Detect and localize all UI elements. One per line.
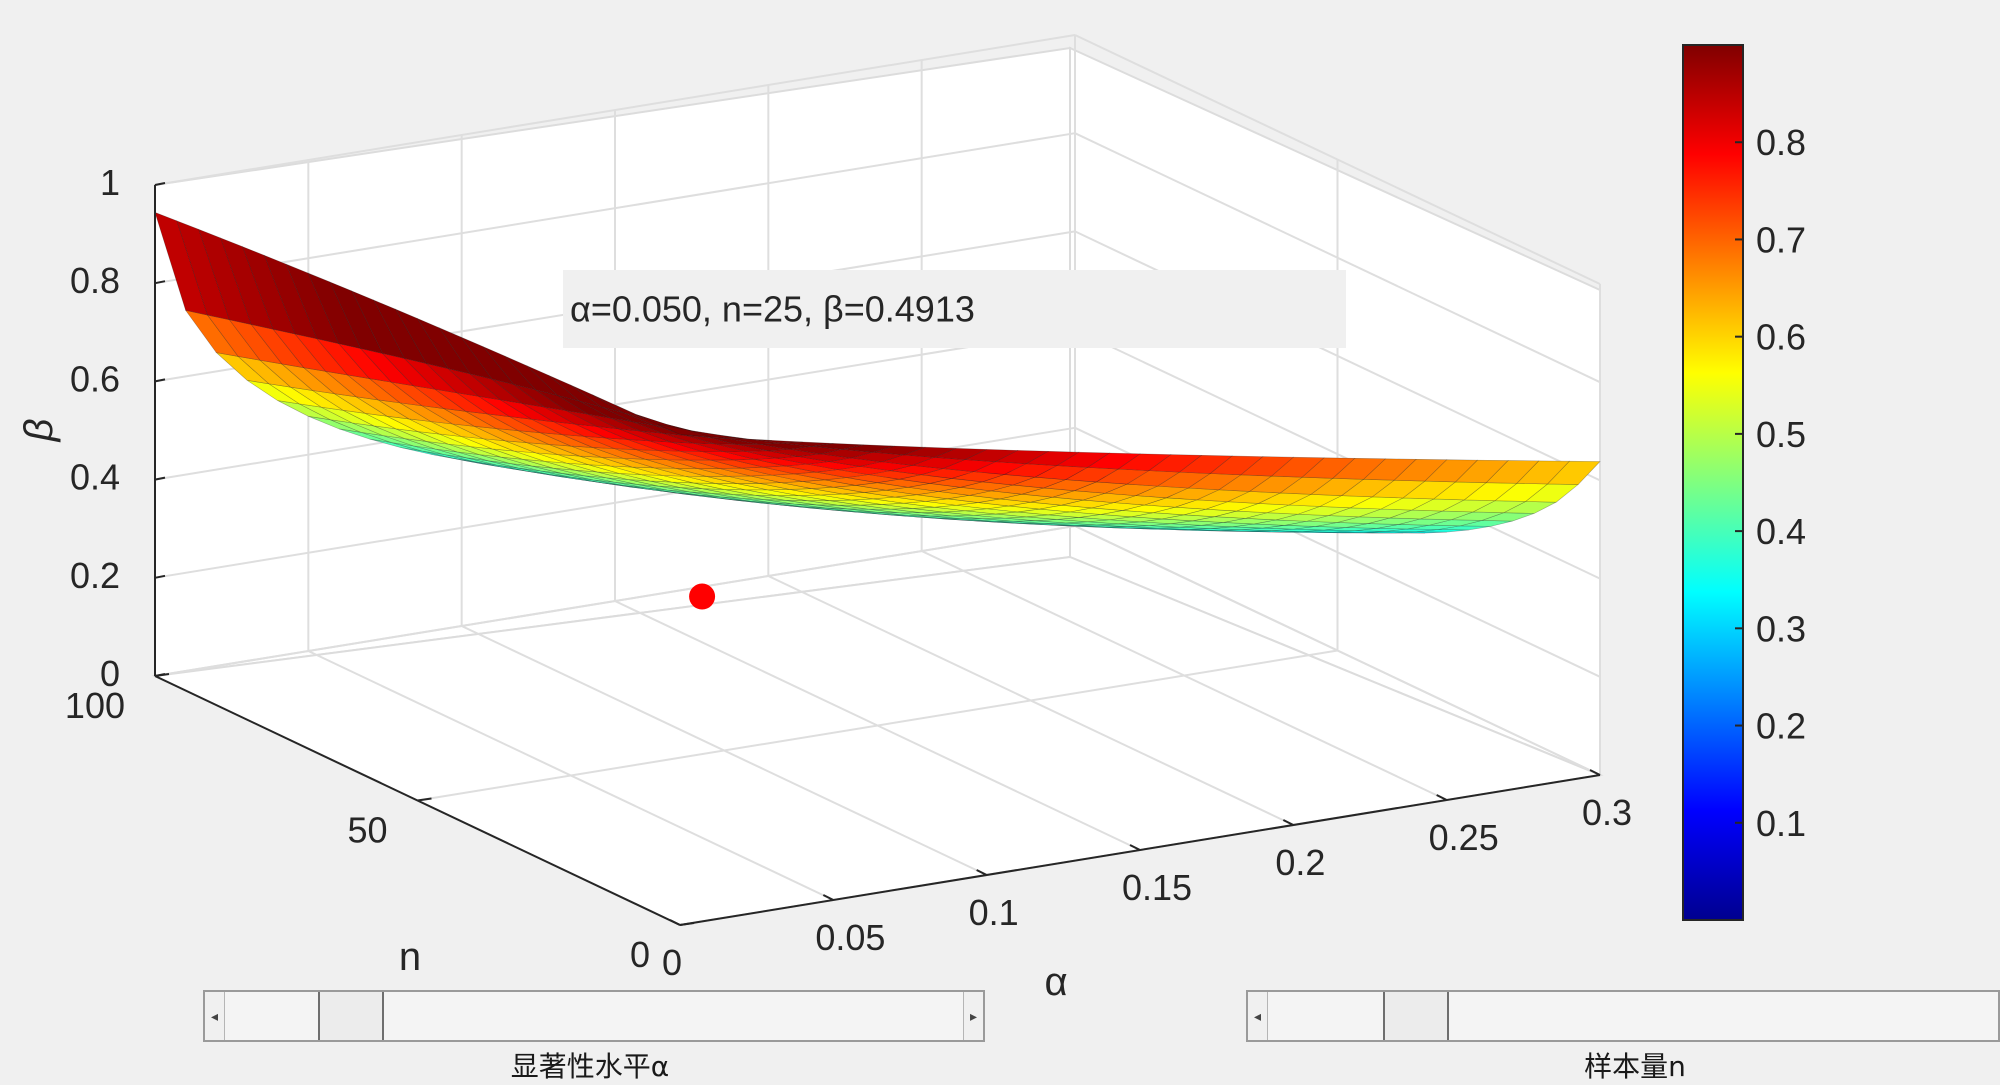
alpha-tick-label-6: 0.3: [1582, 792, 1632, 833]
alpha-slider-label: 显著性水平α: [490, 1045, 690, 1082]
marker-layer: [689, 584, 715, 610]
colorbar-tick-label-5: 0.6: [1756, 317, 1806, 358]
alpha-tick-label-5: 0.25: [1429, 817, 1499, 858]
alpha-axis-title: α: [1044, 960, 1067, 1004]
alpha-slider-right-arrow-icon[interactable]: ▸: [963, 992, 983, 1040]
colorbar-tick-label-7: 0.8: [1756, 122, 1806, 163]
n-slider-label: 样本量n: [1560, 1045, 1710, 1082]
colorbar-ticks: 0.1 0.2 0.3 0.4 0.5 0.6 0.7 0.8: [1735, 122, 1806, 844]
colorbar-tick-label-1: 0.2: [1756, 706, 1806, 747]
alpha-tick-label-2: 0.1: [969, 892, 1019, 933]
colorbar-gradient: [1683, 45, 1743, 920]
z-tick-label-5: 1: [100, 162, 120, 203]
colorbar-tick-label-3: 0.4: [1756, 511, 1806, 552]
alpha-slider-thumb[interactable]: [318, 992, 384, 1040]
z-tick-label-3: 0.6: [70, 358, 120, 399]
colorbar-tick-label-0: 0.1: [1756, 803, 1806, 844]
alpha-tick-label-1: 0.05: [815, 917, 885, 958]
annotation-text: α=0.050, n=25, β=0.4913: [570, 289, 975, 330]
n-tick-label-0: 0: [630, 934, 650, 975]
selected-point-marker: [689, 584, 715, 610]
z-tick-label-1: 0.2: [70, 555, 120, 596]
z-tick-label-4: 0.8: [70, 260, 120, 301]
colorbar-tick-label-2: 0.3: [1756, 608, 1806, 649]
n-tick-label-1: 50: [347, 810, 387, 851]
alpha-tick-label-0: 0: [662, 942, 682, 983]
colorbar: [1683, 45, 1743, 920]
annotation: α=0.050, n=25, β=0.4913: [563, 270, 1346, 348]
alpha-tick-label-4: 0.2: [1275, 842, 1325, 883]
n-slider[interactable]: ◂: [1246, 990, 2000, 1042]
n-slider-thumb[interactable]: [1383, 992, 1449, 1040]
colorbar-tick-label-4: 0.5: [1756, 414, 1806, 455]
alpha-slider-left-arrow-icon[interactable]: ◂: [205, 992, 225, 1040]
n-tick-label-2: 100: [65, 685, 125, 726]
z-axis-title: β: [17, 419, 61, 443]
n-slider-left-arrow-icon[interactable]: ◂: [1248, 992, 1268, 1040]
colorbar-tick-label-6: 0.7: [1756, 219, 1806, 260]
alpha-slider[interactable]: ◂ ▸: [203, 990, 985, 1042]
n-axis-title: n: [399, 935, 421, 979]
z-tick-label-2: 0.4: [70, 457, 120, 498]
alpha-tick-label-3: 0.15: [1122, 867, 1192, 908]
